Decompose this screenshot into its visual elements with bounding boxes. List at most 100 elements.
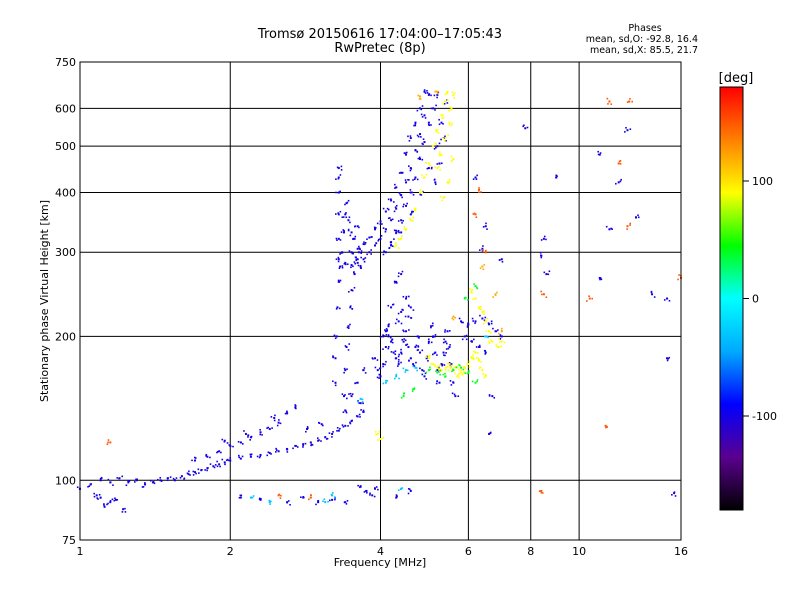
data-point-scatter [377,238,380,241]
data-point-scatter [302,496,305,498]
data-point-scatter [430,124,432,126]
data-point-scatter [318,422,321,424]
data-point-scatter [344,345,347,347]
data-point-scatter [473,338,475,341]
data-point-scatter [400,353,403,355]
data-point-scatter [259,497,261,500]
data-point-scatter [166,479,169,482]
data-point-scatter [363,260,366,263]
data-point [223,439,226,442]
data-point-scatter [422,176,425,179]
data-point-scatter [369,494,371,496]
data-point-scatter [419,98,422,100]
data-point-scatter [397,489,400,492]
data-point [436,90,439,93]
data-point [626,129,629,132]
data-point-scatter [267,426,270,429]
data-point-scatter [240,494,243,497]
data-point-scatter [439,368,441,371]
data-point-scatter [308,498,310,501]
data-point-scatter [337,256,340,259]
data-point-scatter [486,317,489,320]
data-point [359,402,362,405]
data-point-scatter [157,478,159,481]
data-point [409,167,412,170]
data-point-scatter [345,212,347,214]
data-point [294,444,297,447]
data-point-scatter [417,345,419,347]
data-point-scatter [391,338,394,341]
data-point-scatter [441,364,444,367]
data-point [392,351,395,354]
data-point-scatter [458,368,461,371]
data-point [368,236,371,239]
data-point-scatter [478,191,480,194]
data-point [427,121,430,124]
data-point-scatter [461,338,464,341]
data-point-scatter [444,331,446,333]
data-point [127,481,130,484]
data-point-scatter [475,216,478,218]
data-point-scatter [480,360,482,363]
data-point-scatter [439,154,441,157]
data-point [334,357,337,360]
data-point-scatter [435,382,438,385]
data-point-scatter [279,497,282,499]
data-point-scatter [475,178,478,181]
data-point-scatter [438,368,440,370]
data-point-scatter [407,178,409,181]
data-point-scatter [442,103,444,105]
data-point-scatter [467,322,469,325]
data-point-scatter [451,122,453,125]
data-point [409,191,412,194]
data-point [500,258,503,261]
data-point-scatter [445,352,447,354]
data-point [218,450,221,453]
data-point-scatter [97,498,99,500]
data-point [423,114,426,117]
data-point-scatter [488,330,490,332]
data-point [180,475,183,478]
data-point-scatter [434,183,437,186]
y-tick-label: 100 [55,474,76,487]
data-point-scatter [435,143,437,146]
data-point-scatter [279,422,282,425]
data-point [474,213,477,216]
y-tick-label: 600 [55,102,76,115]
data-point-scatter [466,324,469,327]
data-point-scatter [618,160,621,163]
data-point-scatter [403,152,406,154]
data-point-scatter [382,207,385,210]
data-point-scatter [354,262,357,265]
data-point-scatter [540,256,543,259]
data-point-scatter [306,426,309,428]
data-point-scatter [650,290,653,293]
data-point-scatter [414,123,417,125]
data-point-scatter [452,368,454,371]
data-point-scatter [409,169,412,172]
data-point [324,501,327,504]
data-point [309,441,312,444]
data-point-scatter [392,201,395,203]
data-point-scatter [344,394,346,396]
data-point-scatter [495,344,498,346]
data-point-scatter [335,237,338,240]
data-point-scatter [344,263,347,266]
data-point [436,366,439,369]
data-point-scatter [397,359,400,361]
data-point-scatter [453,97,455,99]
data-point-scatter [341,265,344,267]
data-point-scatter [501,260,504,263]
data-point-scatter [416,109,419,112]
data-point-scatter [270,416,273,418]
data-point-scatter [406,369,409,372]
data-point-scatter [443,102,446,105]
data-point-scatter [361,401,364,403]
data-point [434,181,437,184]
data-point-scatter [258,456,261,459]
data-point [277,421,280,424]
data-point [467,371,470,374]
data-point [350,251,353,254]
data-point-scatter [216,450,219,453]
data-point-scatter [373,226,376,229]
